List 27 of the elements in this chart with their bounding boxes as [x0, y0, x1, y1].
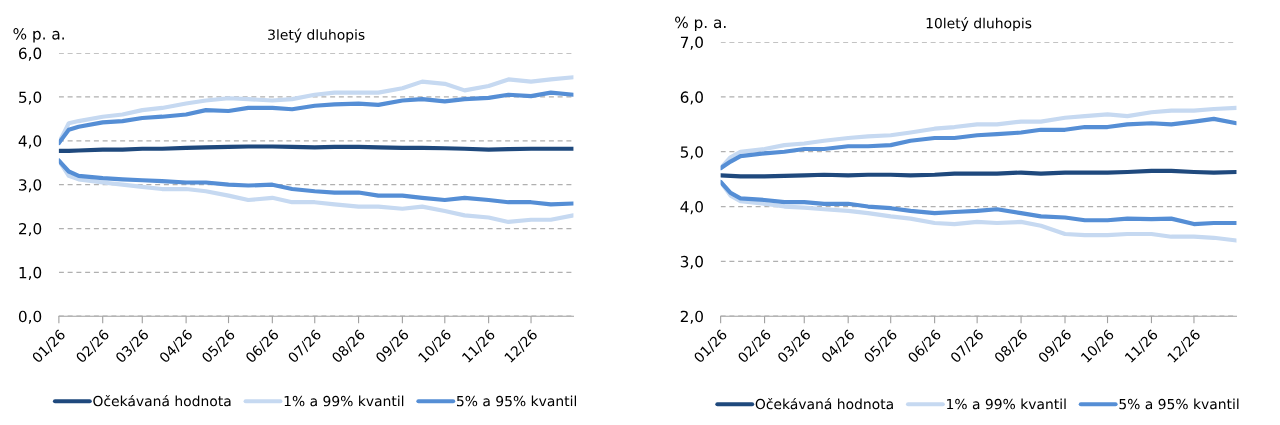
- line-series: [720, 179, 1237, 227]
- y-tick-label: 2,0: [19, 222, 42, 237]
- y-tick-label: 2,0: [680, 310, 703, 324]
- legend-label: 1% a 99% kvantil: [947, 398, 1066, 410]
- y-tick-label: 0,0: [18, 310, 42, 324]
- y-tick-label: 4,0: [680, 201, 703, 215]
- line-series: [720, 116, 1237, 171]
- y-tick-label: 1,0: [19, 266, 42, 280]
- y-tick-label: 3,0: [19, 179, 42, 193]
- y-tick-label: 7,0: [680, 36, 703, 50]
- chart-title: 10letý dluhopis: [926, 17, 1032, 32]
- line-series: [58, 90, 574, 146]
- y-tick-label: 5,0: [19, 91, 42, 105]
- y-tick-label: 6,0: [680, 91, 703, 105]
- chart-title: 3letý dluhopis: [268, 28, 365, 43]
- y-axis-title: % p. a.: [13, 28, 64, 43]
- legend-label: Očekávaná hodnota: [755, 397, 893, 410]
- y-axis-title: % p. a.: [675, 16, 726, 32]
- y-tick-label: 3,0: [680, 255, 703, 269]
- y-tick-label: 5,0: [680, 146, 703, 160]
- legend-label: 5% a 95% kvantil: [457, 395, 577, 407]
- y-tick-label: 6,0: [18, 47, 42, 61]
- legend-label: 1% a 99% kvantil: [284, 395, 404, 407]
- y-tick-label: 4,0: [18, 135, 42, 149]
- line-series: [58, 158, 574, 207]
- legend-label: 5% a 95% kvantil: [1119, 398, 1239, 410]
- legend-label: Očekávaná hodnota: [93, 395, 231, 407]
